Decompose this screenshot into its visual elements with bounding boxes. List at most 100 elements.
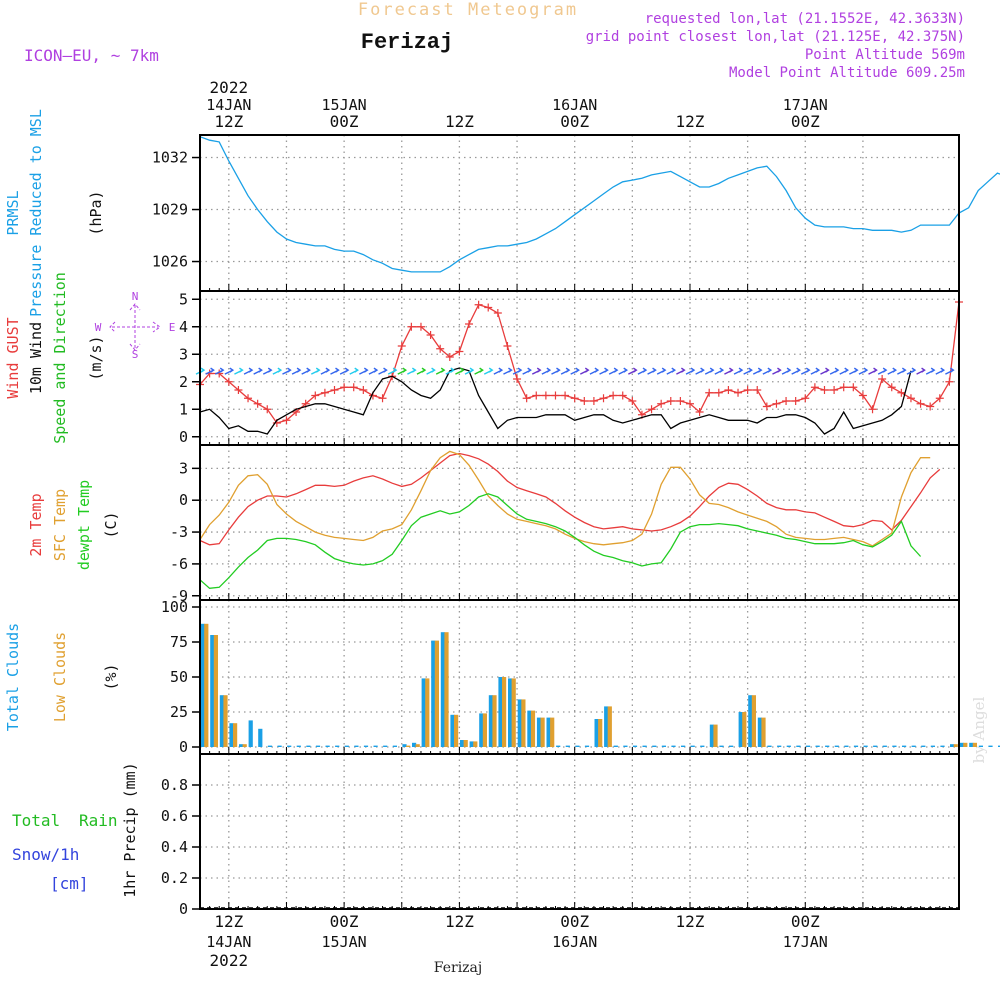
- gust-marker: [705, 388, 714, 397]
- wind-direction-arrow: [560, 367, 571, 375]
- wind-direction-arrow: [474, 367, 484, 375]
- y-tick-label: 100: [161, 598, 188, 616]
- wind-direction-arrow: [637, 367, 648, 375]
- cloud-bar: [460, 740, 465, 747]
- y-tick-label: 1032: [152, 149, 188, 167]
- legend-unit: [cm]: [50, 874, 89, 893]
- cloud-bar: [556, 745, 561, 747]
- gust-marker: [887, 383, 896, 392]
- cloud-bar: [594, 719, 599, 747]
- gust-marker: [436, 344, 445, 353]
- wind-direction-arrow: [800, 367, 811, 375]
- bottom-axis-time: 00Z: [330, 912, 359, 931]
- y-tick-label: 4: [179, 318, 188, 336]
- gust-marker: [522, 394, 531, 403]
- series-line: [199, 136, 1000, 273]
- cloud-bar: [229, 723, 234, 747]
- cloud-bar: [354, 745, 359, 747]
- cloud-bar: [748, 695, 753, 747]
- wind-direction-arrow: [887, 367, 898, 375]
- y-tick-label: -6: [170, 555, 188, 573]
- cloud-bar: [815, 745, 820, 747]
- wind-direction-arrow: [599, 367, 609, 375]
- wind-direction-arrow: [551, 367, 561, 375]
- cloud-bar: [444, 632, 449, 747]
- wind-direction-arrow: [810, 367, 821, 375]
- top-axis-time: 00Z: [791, 112, 820, 131]
- cloud-bar: [681, 745, 686, 747]
- gust-marker: [513, 375, 522, 383]
- wind-direction-arrow: [608, 367, 619, 375]
- cloud-bar: [921, 745, 926, 747]
- gust-marker: [820, 386, 829, 394]
- cloud-bar: [296, 745, 301, 747]
- cloud-bar: [902, 745, 907, 747]
- gust-marker: [926, 402, 935, 411]
- wind-direction-arrow: [320, 367, 331, 375]
- gust-marker: [416, 322, 425, 331]
- cloud-bar: [844, 745, 849, 747]
- gust-marker: [580, 397, 589, 405]
- bottom-axis-time: 00Z: [560, 912, 589, 931]
- cloud-bar: [972, 742, 977, 747]
- cloud-bar: [287, 745, 292, 747]
- wind-direction-arrow: [724, 367, 734, 375]
- compass-north: N: [132, 290, 139, 303]
- cloud-bar: [853, 745, 859, 747]
- y-tick-label: 25: [170, 703, 188, 721]
- cloud-bar: [511, 678, 516, 747]
- cloud-bar: [940, 745, 945, 747]
- cloud-bar: [613, 745, 618, 747]
- requested-point: requested lon,lat (21.1552E, 42.3633N): [645, 11, 965, 27]
- wind-direction-arrow: [416, 367, 427, 375]
- wind-direction-arrow: [743, 367, 753, 375]
- cloud-bar: [306, 745, 311, 747]
- top-axis-time: 00Z: [330, 112, 359, 131]
- gust-marker: [839, 383, 848, 392]
- cloud-bar: [415, 744, 420, 747]
- gust-marker: [465, 320, 474, 328]
- cloud-bar: [671, 745, 676, 747]
- gust-marker: [330, 386, 339, 394]
- cloud-bar: [598, 719, 603, 747]
- cloud-bar: [482, 713, 487, 747]
- wind-direction-arrow: [224, 367, 235, 375]
- gust-marker: [311, 391, 320, 400]
- wind-direction-arrow: [897, 367, 907, 375]
- gust-marker: [320, 388, 329, 397]
- wind-direction-arrow: [205, 367, 215, 375]
- panel-label: Speed and Direction: [51, 272, 69, 444]
- gust-marker: [253, 399, 262, 408]
- panel-clouds: 0 25 50 75 100 Total Clouds Low Clouds (%): [4, 598, 1000, 756]
- wind-direction-arrow: [483, 367, 494, 375]
- gust-marker: [282, 416, 291, 425]
- cloud-bar: [834, 745, 839, 747]
- wind-direction-arrow: [387, 367, 398, 375]
- panel-label: Total Clouds: [4, 623, 22, 731]
- series-line: [199, 367, 912, 435]
- y-tick-label: -9: [170, 587, 188, 605]
- gust-marker: [561, 391, 570, 400]
- wind-direction-arrow: [512, 367, 523, 375]
- bottom-axis-date: 17JAN: [783, 933, 828, 951]
- gust-marker: [503, 342, 512, 350]
- wind-direction-arrow: [628, 367, 638, 375]
- cloud-bar: [536, 717, 542, 747]
- gust-marker: [224, 377, 233, 386]
- cloud-bar: [642, 745, 647, 747]
- cloud-bar: [930, 745, 935, 747]
- cloud-bar: [219, 695, 224, 747]
- cloud-bar: [412, 742, 417, 747]
- footer-location: Ferizaj: [434, 960, 482, 976]
- cloud-bar: [719, 745, 724, 747]
- gust-marker: [830, 386, 839, 394]
- cloud-bar: [463, 740, 468, 747]
- panel-label: PRMSL: [4, 190, 22, 235]
- cloud-bar: [796, 745, 801, 747]
- y-tick-label: 1: [179, 400, 188, 418]
- cloud-bar: [521, 699, 526, 747]
- compass-south: S: [132, 348, 139, 361]
- wind-direction-arrow: [435, 367, 446, 375]
- y-tick-label: 0: [179, 428, 188, 446]
- wind-direction-arrow: [301, 367, 311, 375]
